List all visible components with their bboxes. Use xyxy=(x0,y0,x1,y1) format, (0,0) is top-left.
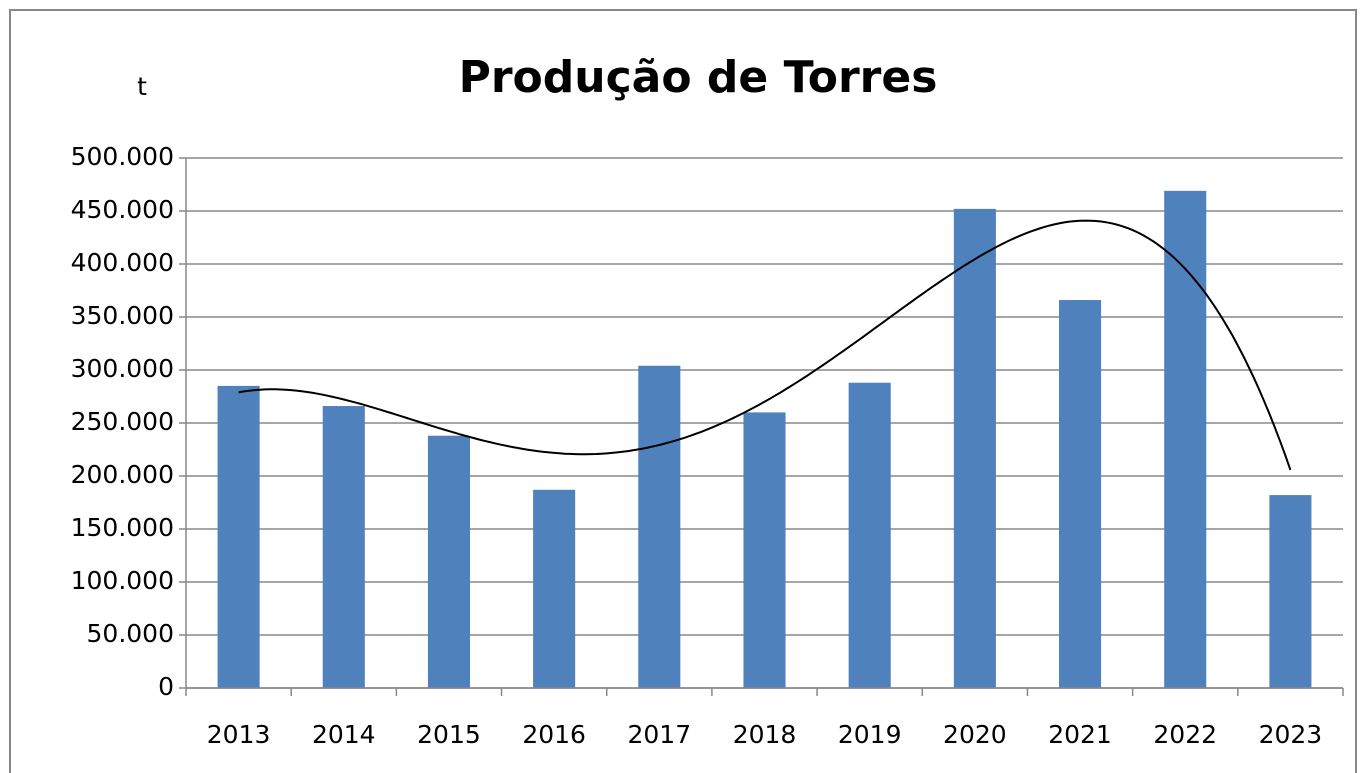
bar xyxy=(743,412,786,688)
y-tick-label: 500.000 xyxy=(71,142,174,171)
x-tick-label: 2018 xyxy=(733,720,797,749)
x-tick-label: 2016 xyxy=(522,720,586,749)
y-tick-label: 100.000 xyxy=(71,566,174,595)
x-tick-label: 2023 xyxy=(1259,720,1323,749)
bar xyxy=(217,385,260,688)
bar xyxy=(953,208,996,688)
y-tick-label: 0 xyxy=(158,672,174,701)
y-tick-label: 50.000 xyxy=(87,619,174,648)
y-tick-label: 450.000 xyxy=(71,195,174,224)
x-tick-label: 2022 xyxy=(1153,720,1217,749)
bar xyxy=(427,435,470,688)
bar xyxy=(1164,190,1207,689)
bar xyxy=(322,406,365,688)
bar xyxy=(848,382,891,688)
y-tick-label: 400.000 xyxy=(71,248,174,277)
x-tick-label: 2019 xyxy=(838,720,902,749)
y-tick-label: 300.000 xyxy=(71,354,174,383)
y-axis-label: t xyxy=(137,72,147,101)
x-tick-label: 2013 xyxy=(207,720,271,749)
x-tick-label: 2021 xyxy=(1048,720,1112,749)
trendline xyxy=(238,219,1292,471)
y-tick-label: 200.000 xyxy=(71,460,174,489)
y-tick-label: 350.000 xyxy=(71,301,174,330)
x-tick-label: 2014 xyxy=(312,720,376,749)
x-tick-label: 2017 xyxy=(628,720,692,749)
bar xyxy=(533,489,576,688)
chart-title: Produção de Torres xyxy=(459,52,938,103)
bar xyxy=(1059,300,1102,688)
y-tick-label: 250.000 xyxy=(71,407,174,436)
x-tick-label: 2015 xyxy=(417,720,481,749)
chart-border xyxy=(9,9,1357,773)
y-tick-label: 150.000 xyxy=(71,513,174,542)
bar xyxy=(1269,495,1312,688)
bar xyxy=(638,365,681,688)
x-tick-label: 2020 xyxy=(943,720,1007,749)
